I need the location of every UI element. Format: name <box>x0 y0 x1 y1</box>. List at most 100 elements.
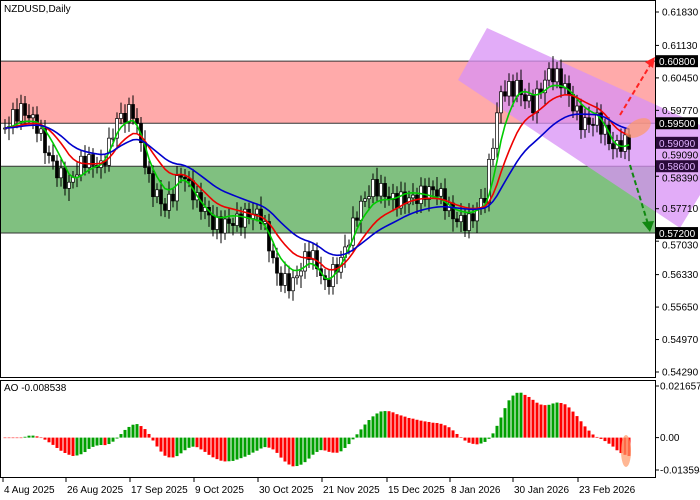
up-arrow-head <box>645 57 655 68</box>
ao-bar <box>167 437 171 458</box>
y-tick-label: 0.54290 <box>662 368 699 379</box>
candle <box>491 138 495 166</box>
candle <box>223 210 227 240</box>
candle-body <box>511 81 515 97</box>
ao-bar <box>487 437 491 439</box>
ao-bar <box>467 437 471 443</box>
ao-bar <box>95 437 99 446</box>
x-tick-label: 17 Sep 2025 <box>131 485 188 496</box>
ao-bar <box>15 437 19 439</box>
candle-body <box>555 68 559 83</box>
ao-bar <box>351 437 355 440</box>
candle-body <box>431 186 435 191</box>
candle-body <box>279 272 283 286</box>
candle-body <box>419 185 423 204</box>
candle-body <box>231 223 235 226</box>
ao-bar <box>307 437 311 459</box>
x-tick-label: 30 Jan 2026 <box>514 485 569 496</box>
ao-bar <box>327 437 331 452</box>
ao-bar <box>103 437 107 446</box>
candle <box>535 80 539 124</box>
x-tick-label: 4 Aug 2025 <box>4 485 55 496</box>
y-tick-label: 0.58390 <box>662 174 699 185</box>
ao-bar <box>191 437 195 447</box>
candle-body <box>55 160 59 179</box>
candle-body <box>275 257 279 274</box>
candle <box>507 73 511 106</box>
ao-bar <box>439 423 443 438</box>
candle <box>495 102 499 158</box>
candle-body <box>595 112 599 126</box>
ao-y-tick-label: -0.013594 <box>660 466 700 477</box>
ao-bar <box>375 413 379 438</box>
ao-highlight-ellipse <box>621 435 631 467</box>
candle-body <box>235 213 239 226</box>
ao-bar <box>79 437 83 455</box>
candle-body <box>227 218 231 224</box>
ao-bar <box>239 437 243 459</box>
candle <box>83 145 87 176</box>
candle <box>147 160 151 183</box>
candle-body <box>83 155 87 168</box>
ao-bar <box>123 429 127 438</box>
candle-body <box>175 175 179 202</box>
ao-bar <box>203 437 207 452</box>
ao-bar <box>583 426 587 438</box>
ao-bar <box>31 435 35 438</box>
candle <box>411 183 415 206</box>
candle-body <box>147 167 151 174</box>
ao-bar <box>155 437 159 447</box>
candle-body <box>271 250 275 259</box>
ao-bar <box>7 437 11 439</box>
ao-bar <box>139 426 143 438</box>
ao-bar <box>51 437 55 445</box>
candle-body <box>359 200 363 221</box>
ao-bar <box>11 437 15 439</box>
candle-body <box>119 113 123 119</box>
level-label: 0.57200 <box>659 229 696 240</box>
ao-bar <box>599 437 603 439</box>
ao-bar <box>567 407 571 438</box>
candle-body <box>423 185 427 200</box>
ao-bar <box>147 433 151 438</box>
ao-bar <box>55 437 59 448</box>
ao-bar <box>115 437 119 439</box>
ao-bar <box>411 418 415 438</box>
candle-body <box>303 251 307 272</box>
ao-bar <box>175 437 179 457</box>
candle <box>391 183 395 212</box>
candle-body <box>79 155 83 176</box>
ao-panel-frame <box>0 380 656 478</box>
ao-bar <box>243 437 247 457</box>
candle-body <box>127 104 131 123</box>
level-label-box <box>656 136 698 149</box>
candle-body <box>547 68 551 81</box>
candle-body <box>171 193 175 202</box>
ao-bar <box>247 437 251 455</box>
ao-bar <box>539 404 543 438</box>
x-tick-label: 9 Oct 2025 <box>195 485 244 496</box>
ao-bar <box>519 392 523 438</box>
ao-bar <box>263 437 267 448</box>
ao-bar <box>87 437 91 449</box>
candle <box>279 266 283 292</box>
ao-bar <box>267 437 271 448</box>
x-tick-label: 8 Jan 2026 <box>451 485 501 496</box>
ao-bar <box>527 396 531 438</box>
ao-bar <box>463 437 467 441</box>
candle <box>171 187 175 208</box>
candle <box>303 243 307 279</box>
candle-body <box>155 189 159 198</box>
candle-body <box>559 68 563 89</box>
candle <box>611 131 615 160</box>
candle <box>527 82 531 108</box>
ao-bar <box>251 437 255 453</box>
moving-average-1 <box>4 93 630 271</box>
candle <box>379 174 383 204</box>
candle-body <box>19 103 23 122</box>
y-tick-label: 0.57710 <box>662 204 699 215</box>
level-label-box <box>656 227 698 240</box>
candle <box>591 117 595 137</box>
